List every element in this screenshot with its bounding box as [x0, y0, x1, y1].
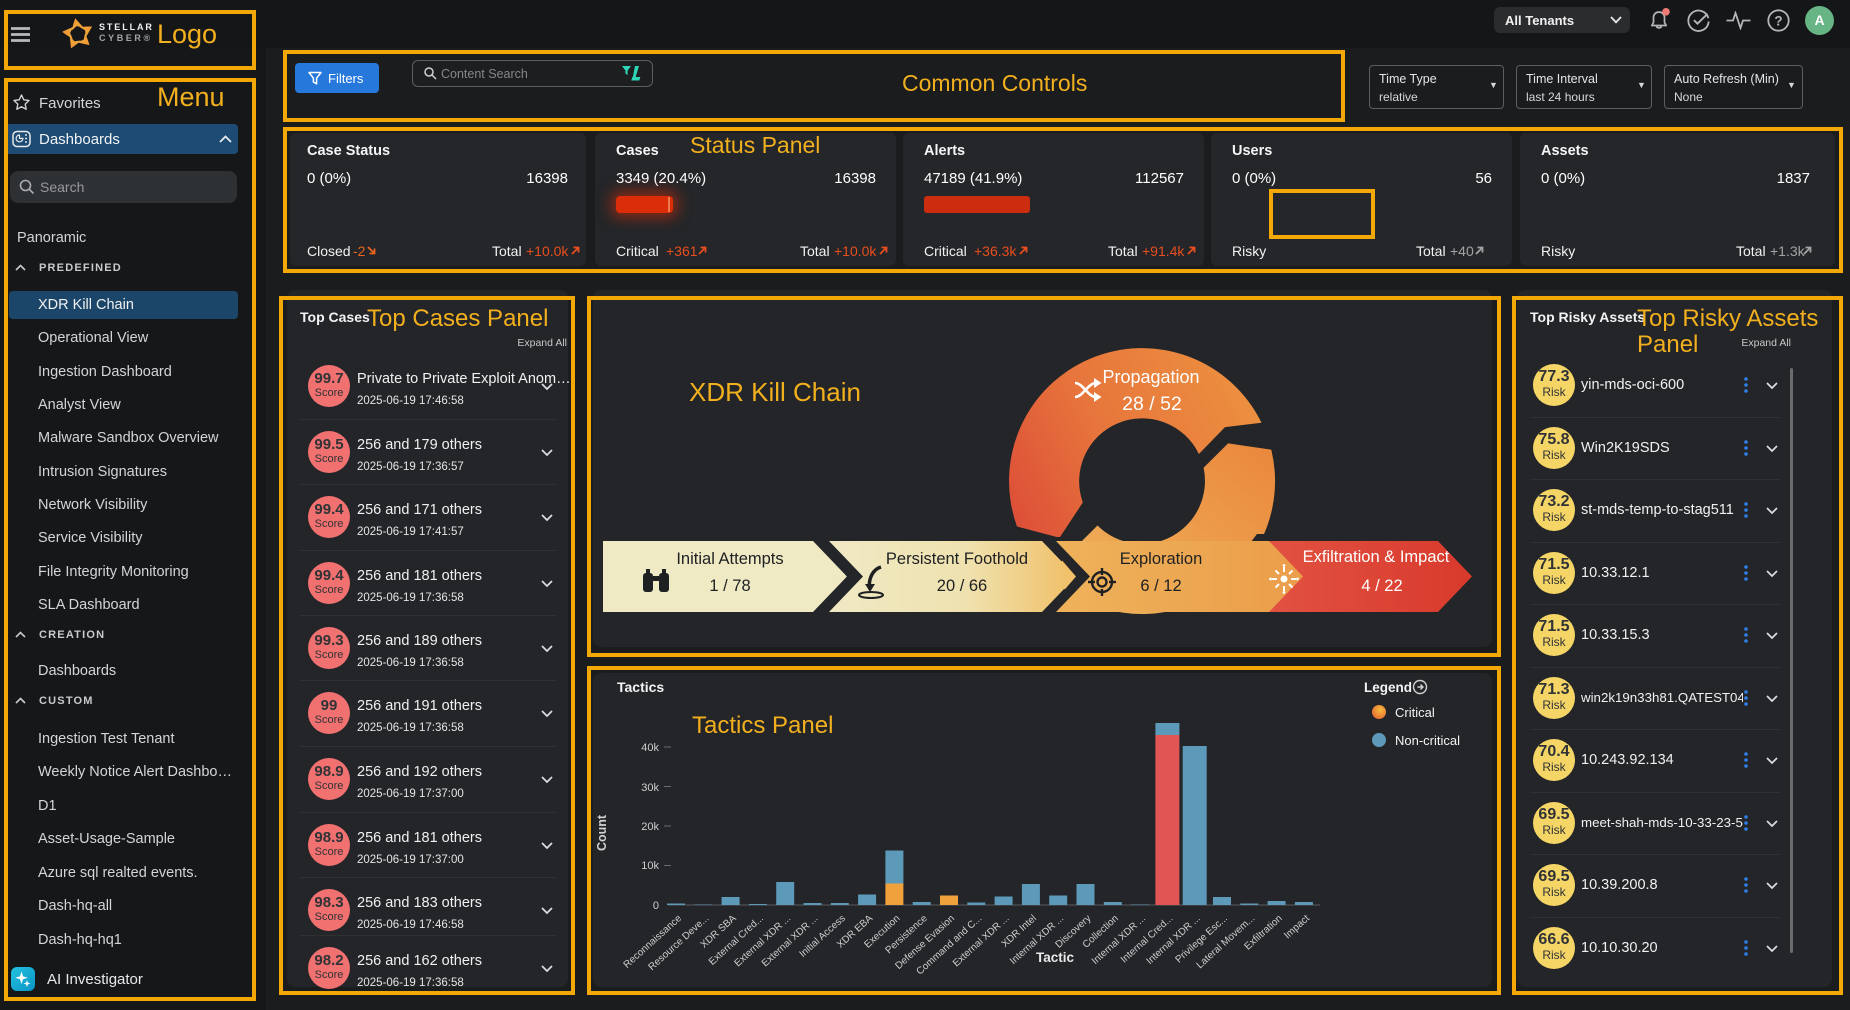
svg-text:Persistent Foothold: Persistent Foothold	[886, 550, 1028, 568]
svg-text:Exfiltration & Impact: Exfiltration & Impact	[1303, 548, 1450, 566]
svg-text:Legend: Legend	[1364, 680, 1412, 695]
svg-text:?: ?	[1774, 13, 1782, 28]
svg-text:Propagation: Propagation	[1102, 367, 1199, 387]
svg-text:30k: 30k	[641, 782, 659, 794]
svg-text:Exploration: Exploration	[1120, 550, 1203, 568]
svg-text:40k: 40k	[641, 742, 659, 754]
svg-text:4 / 22: 4 / 22	[1361, 577, 1402, 595]
svg-text:Impact: Impact	[1282, 913, 1312, 941]
svg-text:Initial Attempts: Initial Attempts	[676, 550, 783, 568]
svg-text:Critical: Critical	[1395, 705, 1435, 720]
svg-text:28 / 52: 28 / 52	[1122, 393, 1182, 415]
svg-text:20 / 66: 20 / 66	[937, 577, 987, 595]
svg-text:Count: Count	[595, 814, 609, 851]
svg-text:Tactic: Tactic	[1036, 950, 1075, 965]
svg-text:1 / 78: 1 / 78	[709, 577, 750, 595]
svg-text:20k: 20k	[641, 821, 659, 833]
svg-text:Tactics: Tactics	[617, 679, 664, 695]
svg-text:Non-critical: Non-critical	[1395, 733, 1460, 748]
svg-text:6 / 12: 6 / 12	[1140, 577, 1181, 595]
svg-text:0: 0	[653, 900, 659, 912]
svg-text:10k: 10k	[641, 860, 659, 872]
